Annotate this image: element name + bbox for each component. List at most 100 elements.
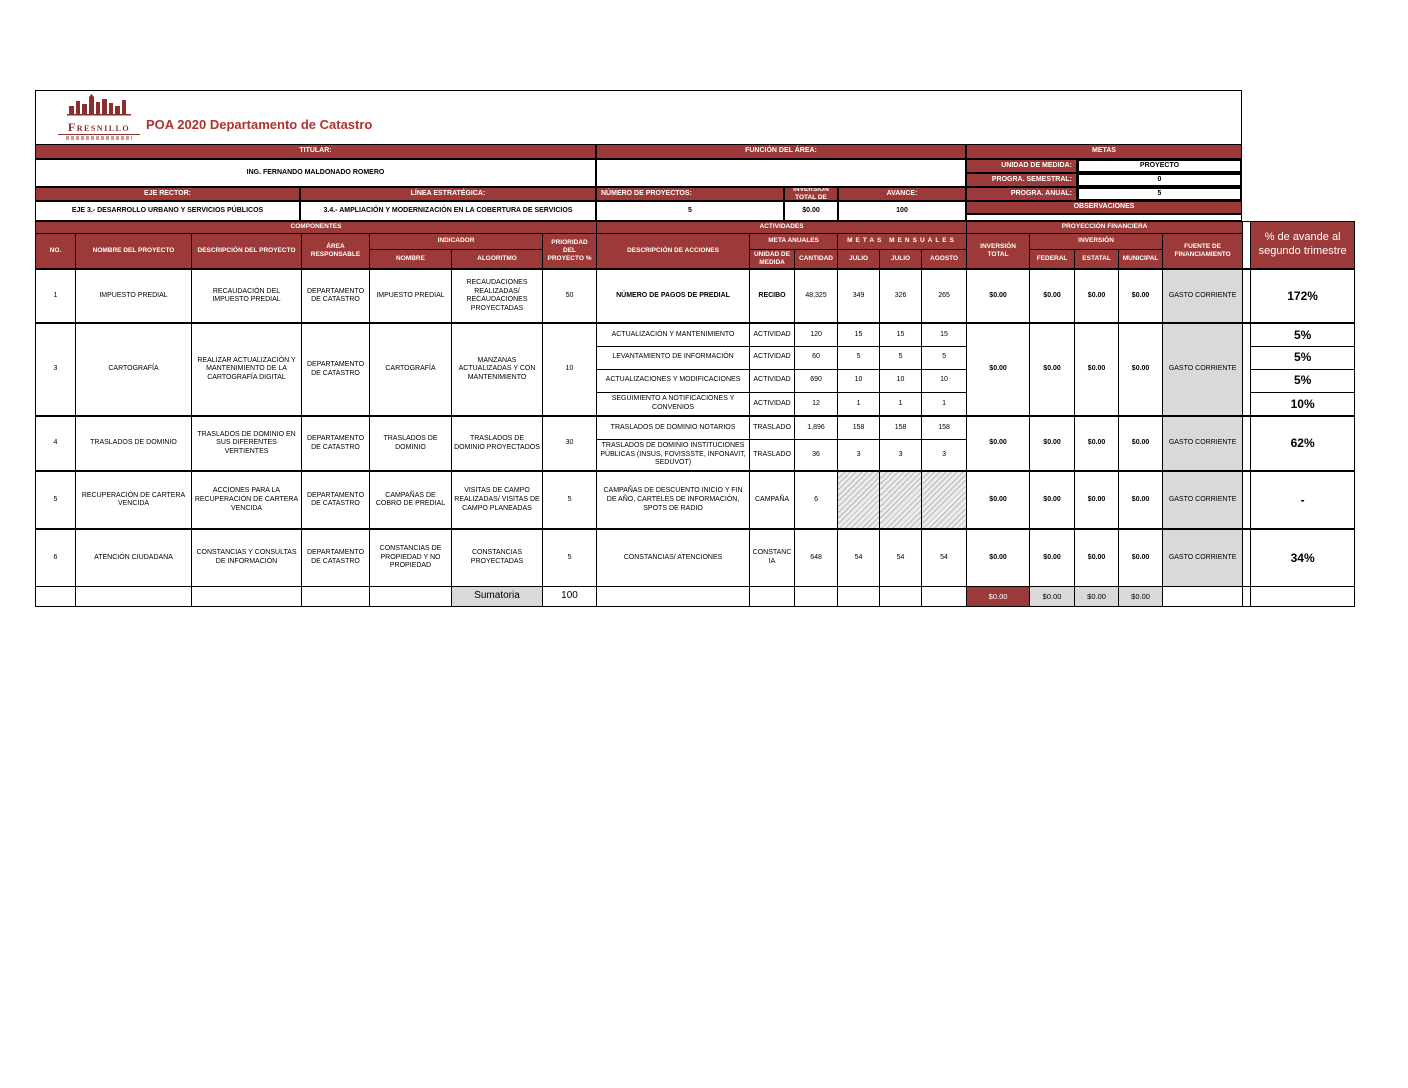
cell-avance-pct: 10% [1250,391,1356,417]
cell-no: 4 [35,415,76,472]
cell-cantidad: 6 [794,470,839,530]
cell-accion-desc: CONSTANCIAS/ ATENCIONES [596,528,751,587]
hdr-unidad-medida: UNIDAD DE MEDIDA [749,249,796,270]
cell-inversion-total: $0.00 [966,470,1031,530]
sumatoria-label: Sumatoria [451,585,543,607]
cell-indicador: CONSTANCIAS DE PROPIEDAD Y NO PROPIEDAD [369,528,452,587]
cell-fuente: GASTO CORRIENTE [1162,322,1244,417]
cell-algoritmo: TRASLADOS DE DOMINIO PROYECTADOS [451,415,543,472]
progra-semestral-label: PROGRA. SEMESTRAL: [966,173,1077,187]
hdr-proyeccion-financiera: PROYECCIÓN FINANCIERA [966,221,1244,234]
cell-estatal: $0.00 [1074,470,1120,530]
cell-avance-pct: 5% [1250,345,1356,370]
total-municipal: $0.00 [1118,585,1164,607]
city-building-icon [67,94,131,116]
cell-municipal: $0.00 [1118,528,1164,587]
cell-inversion-total: $0.00 [966,528,1031,587]
spacer [301,585,370,607]
spacer [1242,585,1252,607]
cell-unidad: CONSTANCIA [749,528,796,587]
cell-descripcion: CONSTANCIAS Y CONSULTAS DE INFORMACIÓN [191,528,302,587]
cell-accion-desc: LEVANTAMIENTO DE INFORMACIÓN [596,345,751,370]
cell-avance-pct: - [1250,470,1356,530]
titular-value: ING. FERNANDO MALDONADO ROMERO [35,159,596,187]
cell-cantidad: 648 [794,528,839,587]
inversion-total-label: INVERSIÓN TOTAL DE [784,187,838,201]
cell-estatal: $0.00 [1074,528,1120,587]
hdr-municipal: MUNICIPAL [1118,249,1164,270]
total-inversion-total: $0.00 [966,585,1031,607]
cell-cantidad: 12 [794,391,839,417]
cell-accion-desc: CAMPAÑAS DE DESCUENTO INICIO Y FIN DE AÑ… [596,470,751,530]
cell-mes2: 15 [879,322,923,347]
spacer [1242,470,1252,530]
cell-accion-desc: TRASLADOS DE DOMINIO INSTITUCIONES PÚBLI… [596,438,751,472]
cell-algoritmo: MANZANAS ACTUALIZADAS Y CON MANTENIMIENT… [451,322,543,417]
cell-mes2: 5 [879,345,923,370]
spacer [1162,585,1244,607]
cell-avance-pct: 172% [1250,268,1356,324]
cell-municipal: $0.00 [1118,470,1164,530]
cell-inversion-total: $0.00 [966,322,1031,417]
logo-tagline [66,136,132,140]
cell-algoritmo: RECAUDACIONES REALIZADAS/ RECAUDACIONES … [451,268,543,324]
spacer [1242,528,1252,587]
cell-nombre: RECUPERACIÓN DE CARTERA VENCIDA [75,470,192,530]
spacer [1250,585,1356,607]
spacer [191,585,302,607]
cell-avance-pct: 34% [1250,528,1356,587]
cell-federal: $0.00 [1029,470,1076,530]
cell-no: 3 [35,322,76,417]
cell-cantidad: 1,896 [794,415,839,440]
cell-area: DEPARTAMENTO DE CATASTRO [301,415,370,472]
eje-rector-value: EJE 3.- DESARROLLO URBANO Y SERVICIOS PÚ… [35,201,300,221]
cell-accion-desc: NÚMERO DE PAGOS DE PREDIAL [596,268,751,324]
cell-municipal: $0.00 [1118,415,1164,472]
eje-rector-label: EJE RECTOR: [35,187,300,201]
cell-unidad: ACTIVIDAD [749,391,796,417]
cell-accion-desc: TRASLADOS DE DOMINIO NOTARIOS [596,415,751,440]
empty-cell [596,585,751,607]
cell-mes1: 1 [837,391,881,417]
cell-prioridad: 50 [541,268,598,324]
cell-mes2: 3 [879,438,923,472]
spacer [1242,221,1252,270]
cell-area: DEPARTAMENTO DE CATASTRO [301,528,370,587]
avance-label: AVANCE: [838,187,966,201]
progra-semestral-value: 0 [1077,173,1242,187]
linea-estrategica-value: 3.4.- AMPLIACIÓN Y MODERNIZACIÓN EN LA C… [300,201,596,221]
avance-value: 100 [838,201,966,221]
cell-nombre: ATENCIÓN CIUDADANA [75,528,192,587]
info-header: TITULAR: ING. FERNANDO MALDONADO ROMERO … [35,144,1242,221]
cell-prioridad: 5 [541,528,598,587]
spacer [1242,415,1252,472]
cell-cantidad: 48,325 [794,268,839,324]
cell-area: DEPARTAMENTO DE CATASTRO [301,268,370,324]
cell-unidad: CAMPAÑA [749,470,796,530]
fresnillo-logo: Fresnillo [54,94,144,141]
logo-rule [58,134,140,135]
info-block-titular: TITULAR: ING. FERNANDO MALDONADO ROMERO … [35,144,596,221]
cell-descripcion: RECAUDACIÓN DEL IMPUESTO PREDIAL [191,268,302,324]
cell-mes1: 5 [837,345,881,370]
spacer [75,585,192,607]
cell-unidad: ACTIVIDAD [749,345,796,370]
hdr-mes-agosto: AGOSTO [921,249,968,270]
empty-cell [749,585,796,607]
cell-mes3: 3 [921,438,968,472]
empty-cell [921,585,968,607]
cell-accion-desc: ACTUALIZACIONES Y MODIFICACIONES [596,368,751,393]
total-federal: $0.00 [1029,585,1076,607]
cell-avance-pct: 5% [1250,368,1356,393]
titular-label: TITULAR: [35,144,596,159]
cell-federal: $0.00 [1029,268,1076,324]
hdr-mes-julio-2: JULIO [879,249,923,270]
hdr-estatal: ESTATAL [1074,249,1120,270]
numero-proyectos-label: NÚMERO DE PROYECTOS: [596,187,784,201]
cell-fuente: GASTO CORRIENTE [1162,528,1244,587]
hdr-no: NO. [35,233,76,270]
hdr-nombre-proyecto: NOMBRE DEL PROYECTO [75,233,192,270]
hdr-federal: FEDERAL [1029,249,1076,270]
hdr-descripcion-acciones: DESCRIPCIÓN DE ACCIONES [596,233,751,270]
cell-estatal: $0.00 [1074,415,1120,472]
